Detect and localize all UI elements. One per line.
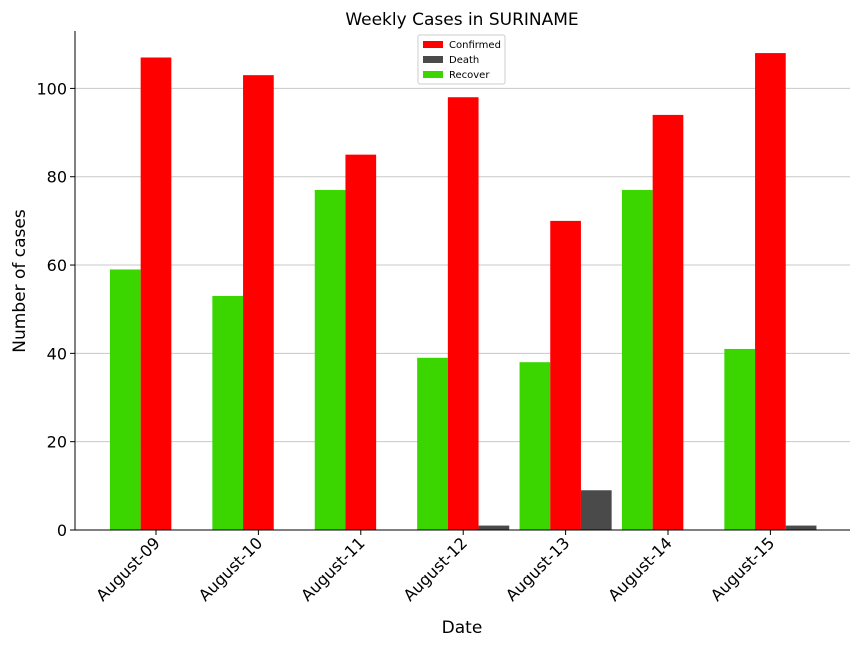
bar-confirmed-august-13 xyxy=(550,220,581,530)
y-tick-label: 40 xyxy=(47,344,67,363)
bar-death-august-15 xyxy=(785,525,817,530)
bar-recover-august-12 xyxy=(417,357,448,530)
bar-confirmed-august-12 xyxy=(447,97,479,530)
x-tick-label: August-14 xyxy=(604,533,676,605)
legend-swatch-recover xyxy=(423,71,443,78)
y-ticks: 0 20 40 60 80 100 xyxy=(36,79,75,540)
y-tick-label: 60 xyxy=(47,256,67,275)
x-tick-label: August-11 xyxy=(297,533,369,605)
legend-label-death: Death xyxy=(449,55,479,66)
legend-label-recover: Recover xyxy=(449,70,490,81)
legend-label-confirmed: Confirmed xyxy=(449,40,501,51)
bar-death-august-13 xyxy=(580,490,612,530)
bar-recover-august-14 xyxy=(621,189,653,530)
bar-recover-august-10 xyxy=(212,295,244,530)
legend-swatch-death xyxy=(423,56,443,63)
bar-recover-august-09 xyxy=(109,269,141,530)
bar-recover-august-11 xyxy=(314,189,346,530)
y-tick-label: 0 xyxy=(57,521,67,540)
bar-death-august-12 xyxy=(478,525,510,530)
y-axis-label: Number of cases xyxy=(10,209,30,353)
bar-recover-august-15 xyxy=(724,348,756,530)
bar-recover-august-13 xyxy=(519,362,551,530)
legend: Confirmed Death Recover xyxy=(417,34,506,85)
bar-confirmed-august-15 xyxy=(755,53,786,530)
y-tick-label: 20 xyxy=(47,433,67,452)
bar-confirmed-august-10 xyxy=(243,75,274,530)
y-tick-label: 80 xyxy=(47,168,67,187)
bar-confirmed-august-14 xyxy=(652,114,684,531)
x-tick-label: August-13 xyxy=(502,533,574,605)
x-tick-label: August-12 xyxy=(400,533,472,605)
y-tick-label: 100 xyxy=(36,79,67,98)
x-axis-label: Date xyxy=(442,618,483,638)
legend-swatch-confirmed xyxy=(423,41,443,48)
x-tick-label: August-09 xyxy=(92,533,164,605)
bar-confirmed-august-11 xyxy=(345,154,377,531)
bars xyxy=(109,53,817,531)
chart-title: Weekly Cases in SURINAME xyxy=(345,10,578,30)
axes xyxy=(74,31,850,531)
x-tick-label: August-10 xyxy=(195,533,267,605)
x-ticks: August-09 August-10 August-11 August-12 Augu… xyxy=(92,530,778,605)
bar-confirmed-august-09 xyxy=(140,57,172,530)
x-tick-label: August-15 xyxy=(707,533,779,605)
